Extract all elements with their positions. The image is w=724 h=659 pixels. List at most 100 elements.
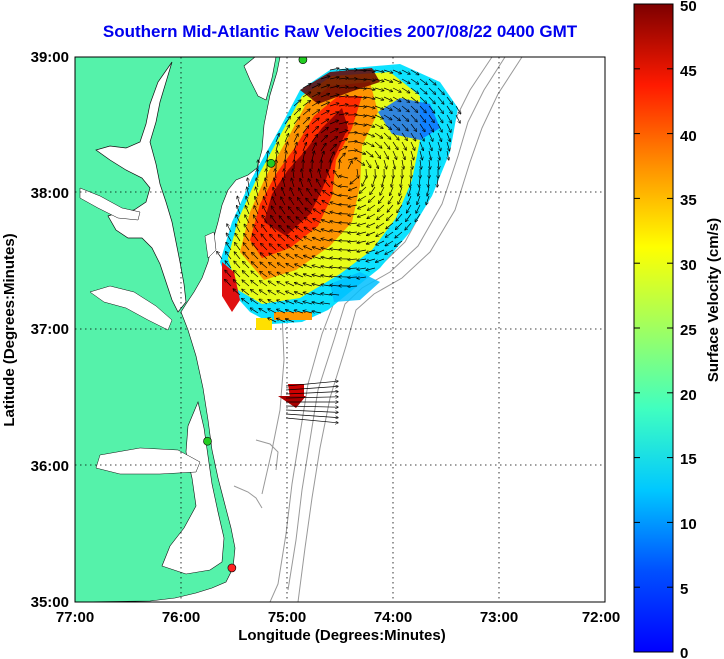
chart-title: Southern Mid-Atlantic Raw Velocities 200… (102, 22, 578, 41)
velocity-arrow (410, 177, 411, 187)
velocity-arrow (321, 239, 331, 242)
velocity-arrow (365, 97, 375, 99)
velocity-arrow (310, 169, 312, 179)
potomac-river (79, 187, 141, 221)
velocity-arrow (234, 271, 241, 278)
velocity-arrow (330, 267, 340, 268)
velocity-arrow (278, 244, 286, 251)
velocity-arrow (331, 182, 340, 188)
velocity-vectors (217, 68, 461, 423)
velocity-arrow (286, 319, 295, 323)
velocity-arrow (410, 123, 416, 131)
velocity-arrow (338, 153, 345, 161)
velocity-arrow (286, 264, 295, 269)
velocity-arrow (321, 303, 331, 304)
x-axis-title: Longitude (Degrees:Minutes) (238, 627, 446, 644)
velocity-arrow (236, 224, 241, 233)
velocity-arrow (410, 96, 418, 103)
velocity-arrow (285, 413, 338, 418)
velocity-arrow (321, 284, 331, 286)
velocity-arrow (294, 151, 296, 161)
velocity-arrow (321, 229, 331, 233)
velocity-arrow (234, 261, 241, 269)
velocity-arrow (243, 252, 250, 260)
velocity-arrow (358, 204, 367, 209)
velocity-arrow (338, 87, 348, 88)
velocity-arrow (295, 245, 304, 251)
velocity-arrow (401, 96, 409, 102)
velocity-arrow (293, 169, 294, 179)
velocity-arrow (350, 177, 358, 184)
velocity-arrow (233, 289, 241, 296)
velocity-arrow (367, 231, 376, 235)
velocity-arrow (285, 417, 338, 423)
velocity-arrow (357, 259, 367, 261)
velocity-arrow (367, 240, 376, 244)
velocity-arrow (356, 150, 365, 154)
velocity-arrow (306, 198, 313, 206)
velocity-arrow (438, 150, 440, 160)
velocity-arrow (259, 299, 268, 305)
velocity-arrow (366, 267, 376, 270)
chesapeake-bay (95, 61, 187, 313)
velocity-arrow (320, 85, 329, 89)
velocity-arrow (265, 178, 267, 188)
velocity-arrow (348, 223, 358, 224)
velocity-arrow (266, 169, 267, 179)
velocity-arrow (428, 105, 435, 113)
velocity-arrow (320, 136, 327, 143)
velocity-arrow (419, 150, 422, 160)
velocity-arrow (285, 381, 338, 387)
velocity-arrow (315, 189, 322, 197)
velocity-arrow (296, 227, 304, 233)
velocity-arrow (244, 234, 250, 242)
y-axis: 39:00 38:00 37:00 36:00 35:00 Latitude (… (1, 49, 69, 611)
colorbar-tick-label: 45 (680, 63, 697, 80)
albemarle-sound (95, 447, 201, 475)
velocity-arrow (323, 191, 331, 197)
velocity-arrow (410, 141, 415, 150)
velocity-arrow (348, 205, 358, 207)
velocity-arrow (260, 281, 268, 287)
velocity-arrow (338, 130, 348, 134)
velocity-arrow (308, 179, 313, 188)
velocity-arrow (295, 283, 304, 287)
velocity-arrow (251, 280, 259, 287)
velocity-arrow (252, 253, 259, 260)
velocity-arrow (437, 141, 441, 151)
velocity-arrow (338, 69, 348, 70)
velocity-arrow (357, 250, 367, 252)
velocity-arrow (311, 101, 320, 107)
velocity-arrow (251, 271, 259, 278)
velocity-arrow (329, 103, 339, 107)
velocity-arrow (348, 241, 358, 242)
velocity-arrow (276, 151, 277, 161)
velocity-arrow (275, 142, 278, 152)
velocity-arrow (401, 123, 408, 131)
velocity-arrow (407, 204, 412, 213)
velocity-arrow (303, 151, 305, 161)
velocity-arrow (263, 206, 268, 215)
velocity-arrow (277, 291, 286, 296)
velocity-arrow (365, 88, 375, 90)
velocity-arrow (245, 206, 250, 215)
velocity-arrow (254, 206, 259, 215)
velocity-arrow (298, 198, 304, 206)
velocity-arrow (320, 119, 329, 125)
velocity-arrow (407, 195, 412, 204)
velocity-arrow (293, 134, 298, 143)
velocity-arrow (274, 178, 277, 188)
velocity-arrow (302, 143, 306, 152)
velocity-arrow (268, 309, 277, 314)
velocity-arrow (260, 271, 268, 278)
velocity-arrow (401, 69, 410, 74)
velocity-arrow (320, 151, 324, 161)
velocity-arrow (237, 206, 241, 215)
velocity-arrow (285, 409, 338, 412)
velocity-arrow (396, 213, 403, 221)
colorbar-tick-label: 25 (680, 322, 697, 339)
velocity-arrow (392, 96, 401, 102)
velocity-arrow (271, 206, 277, 215)
velocity-arrow (312, 293, 322, 296)
velocity-arrow (429, 159, 430, 169)
